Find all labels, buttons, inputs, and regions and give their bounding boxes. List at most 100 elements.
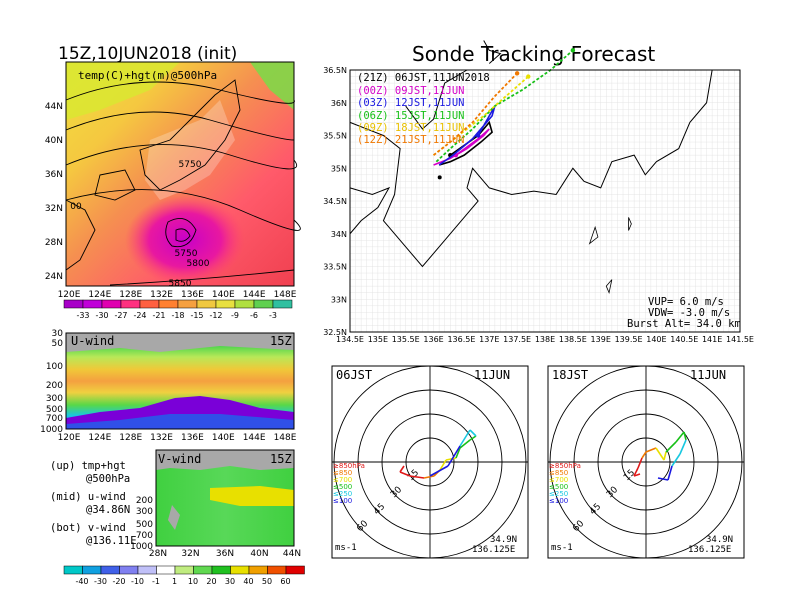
hodo2-unit: ms-1	[551, 543, 573, 553]
uwind-x-tick: 144E	[243, 433, 266, 443]
temp-colorbar-tick: -21	[152, 311, 165, 320]
vwind-colorbar-tick: -1	[152, 577, 160, 586]
hodograph-legend-item: ≤850	[549, 469, 568, 477]
uwind-time: 15Z	[270, 334, 292, 348]
temp-colorbar-tick: -12	[209, 311, 222, 320]
china-coastline	[65, 199, 96, 271]
contour-label-5750: 5750	[179, 160, 202, 170]
vwind-colorbar-tick: 10	[188, 577, 198, 586]
hodograph-legend-item: ≤100	[549, 497, 568, 505]
uwind-y-tick: 50	[52, 339, 64, 349]
sonde-y-tick: 35.5N	[323, 132, 347, 141]
temp-colorbar-cell	[253, 299, 274, 309]
uwind-x-tick: 128E	[119, 433, 142, 443]
sonde-y-tick: 32.5N	[323, 328, 347, 337]
temp-colorbar-cell	[158, 299, 179, 309]
contour-label-00: 00	[70, 202, 82, 212]
landing-point-marker	[570, 48, 576, 53]
uwind-y-tick: 300	[46, 394, 63, 404]
temp-colorbar-tick: -9	[231, 311, 239, 320]
hodograph-trace	[641, 451, 647, 459]
hodograph-trace	[459, 439, 471, 449]
sonde-x-tick: 140E	[646, 335, 666, 344]
sonde-x-tick: 135E	[368, 335, 388, 344]
hodograph-trace	[683, 431, 687, 441]
hodograph-trace	[633, 467, 639, 477]
izu-island	[588, 225, 599, 245]
temp-y-tick: 44N	[45, 102, 63, 112]
hodograph-trace	[671, 453, 681, 467]
uwind-y-tick: 700	[46, 414, 63, 424]
temp-colorbar-tick: -27	[114, 311, 127, 320]
sonde-y-tick: 33N	[331, 295, 347, 304]
uwind-y-tick: 1000	[40, 425, 63, 435]
vwind-y-tick: 500	[136, 520, 153, 530]
sonde-x-tick: 141E	[702, 335, 722, 344]
uwind-x-tick: 140E	[212, 433, 235, 443]
hodograph-legend-item: ≤700	[333, 476, 352, 484]
height-contour	[65, 189, 301, 231]
temp-x-tick: 132E	[150, 290, 173, 300]
hodograph-trace	[667, 465, 673, 481]
uwind-label: U-wind	[71, 334, 115, 348]
uwind-y-tick: 30	[52, 329, 64, 339]
vwind-label: V-wind	[158, 452, 202, 466]
japan-coastline	[139, 79, 241, 191]
uwind-x-tick: 132E	[150, 433, 173, 443]
uwind-x-tick: 124E	[88, 433, 111, 443]
uwind-bottom-band	[66, 414, 294, 429]
vwind-colorbar-cell	[230, 565, 250, 575]
temp-colorbar-tick: -18	[171, 311, 184, 320]
sonde-legend-1: (00Z) 09JST,11JUN	[357, 85, 465, 97]
vwind-gray-spot	[168, 505, 180, 530]
temp-x-tick: 124E	[88, 290, 111, 300]
temp-colorbar-tick: -3	[269, 311, 277, 320]
landing-point-marker	[475, 133, 481, 138]
landing-point-marker	[514, 71, 520, 76]
vwind-x-tick: 44N	[283, 549, 301, 559]
launch-point-marker	[437, 175, 442, 180]
legend-bot-line2: @136.11E	[86, 535, 137, 547]
hodo1-date: 11JUN	[474, 368, 511, 382]
hodograph-trace	[469, 435, 477, 441]
temp-y-tick: 36N	[45, 170, 63, 180]
sonde-map-frame	[349, 69, 741, 333]
temp-x-tick: 140E	[212, 290, 235, 300]
hodograph-trace	[447, 445, 461, 467]
sonde-y-tick: 36N	[331, 99, 347, 108]
vup-annotation: VUP= 6.0 m/s	[648, 296, 724, 308]
vwind-colorbar-tick: -10	[131, 577, 144, 586]
hodograph-trace	[657, 477, 669, 481]
hodograph-trace	[429, 465, 449, 477]
vwind-y-tick: 1000	[130, 542, 153, 552]
sonde-legend-2: (03Z) 12JST,11JUN	[357, 97, 465, 109]
vwind-colorbar-tick: 40	[243, 577, 253, 586]
sonde-legend-0: (21Z) 06JST,11JUN2018	[357, 72, 490, 84]
vwind-colorbar-cell	[156, 565, 176, 575]
vwind-colorbar-cell	[193, 565, 213, 575]
hodograph-trace	[399, 471, 411, 477]
temp-map-label: temp(C)+hgt(m)@500hPa	[78, 69, 218, 82]
right-title: Sonde Tracking Forecast	[412, 42, 656, 66]
vdw-annotation: VDW= -3.0 m/s	[648, 307, 731, 319]
hodograph-trace	[469, 429, 477, 437]
sonde-legend-3: (06Z) 15JST,11JUN	[357, 110, 465, 122]
hodo1-label: 06JST	[336, 368, 373, 382]
sonde-x-tick: 136.5E	[447, 335, 475, 344]
temp-colorbar-tick: -6	[250, 311, 258, 320]
temp-colorbar-cell	[139, 299, 160, 309]
vwind-colorbar-cell	[267, 565, 287, 575]
height-contour	[65, 81, 295, 104]
temp-colorbar-tick: -24	[133, 311, 146, 320]
hodograph-trace	[445, 457, 457, 461]
hodograph-trace	[455, 447, 461, 459]
hodo1-unit: ms-1	[335, 543, 357, 553]
izu-island-2	[605, 279, 613, 295]
vwind-colorbar-cell	[137, 565, 157, 575]
temp-x-tick: 144E	[243, 290, 266, 300]
vwind-time: 15Z	[270, 452, 292, 466]
hodograph-trace	[655, 447, 665, 461]
temp-colorbar-cell	[82, 299, 103, 309]
hodograph-legend-item: ≥850hPa	[333, 462, 365, 470]
